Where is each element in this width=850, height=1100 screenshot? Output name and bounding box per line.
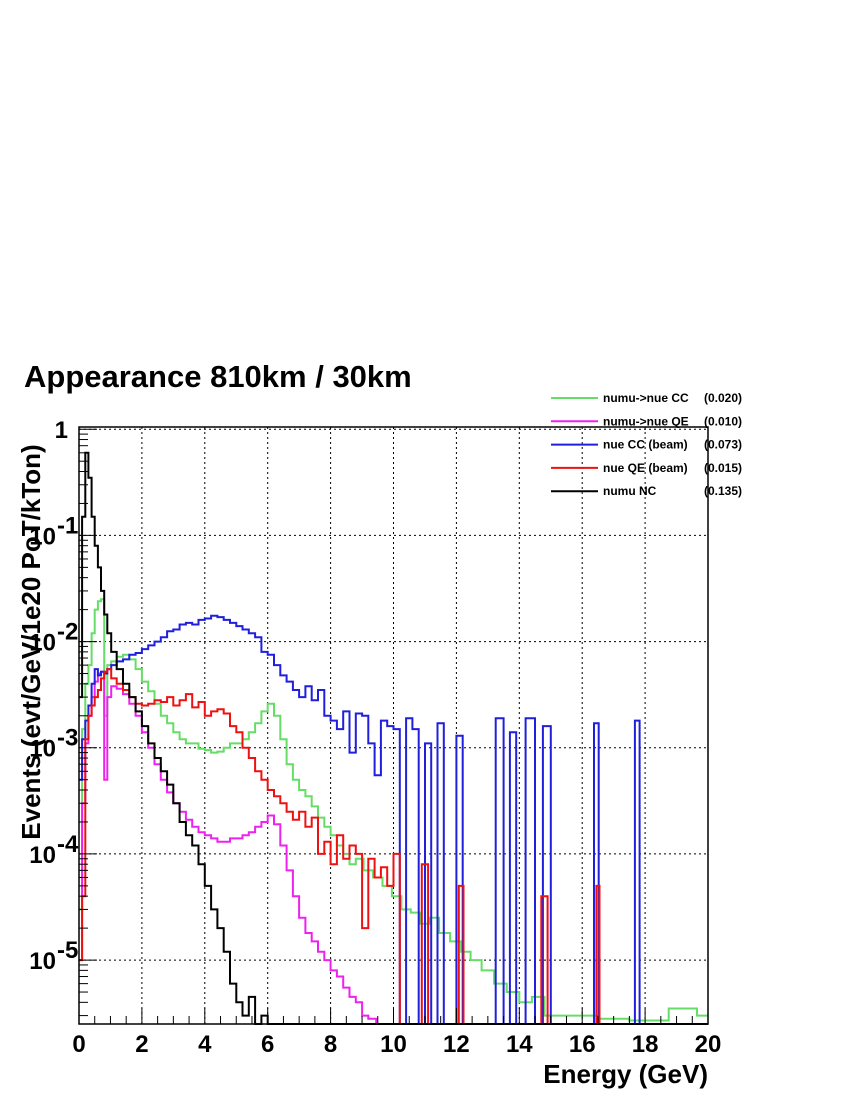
y-tick-base-0: 1 xyxy=(55,417,68,444)
y-tick-exponent-1: -1 xyxy=(57,512,78,539)
x-tick-label-5: 10 xyxy=(380,1031,407,1058)
x-axis-title: Energy (GeV) xyxy=(543,1059,708,1089)
legend-value-0: (0.020) xyxy=(704,391,742,405)
legend-entry-3: nue QE (beam) (0.015) xyxy=(551,461,742,475)
legend-label-0: numu->nue CC xyxy=(603,391,689,405)
y-tick-exponent-3: -3 xyxy=(57,725,78,752)
x-tick-label-7: 14 xyxy=(506,1031,533,1058)
y-tick-exponent-2: -2 xyxy=(57,619,78,646)
legend-value-2: (0.073) xyxy=(704,438,742,452)
y-axis: 110-110-210-310-410-5 xyxy=(29,417,97,1017)
y-tick-label-4: 10 -4 xyxy=(29,831,79,869)
x-tick-label-6: 12 xyxy=(443,1031,470,1058)
legend-value-3: (0.015) xyxy=(704,461,742,475)
y-tick-label-0: 1 xyxy=(55,417,68,444)
legend-entry-0: numu->nue CC (0.020) xyxy=(551,391,742,405)
x-tick-label-8: 16 xyxy=(569,1031,596,1058)
y-tick-label-3: 10 -3 xyxy=(29,725,78,763)
y-tick-base-3: 10 xyxy=(29,736,56,763)
series-line-2 xyxy=(79,614,708,1025)
series-line-4 xyxy=(79,451,708,1025)
series-line-1 xyxy=(79,670,708,1025)
legend-value-4: (0.135) xyxy=(704,484,742,498)
y-tick-exponent-5: -5 xyxy=(57,937,78,964)
y-tick-base-5: 10 xyxy=(29,948,56,975)
y-tick-base-2: 10 xyxy=(29,630,56,657)
x-tick-label-0: 0 xyxy=(72,1031,85,1058)
x-tick-label-2: 4 xyxy=(198,1031,212,1058)
x-tick-label-4: 8 xyxy=(324,1031,337,1058)
x-tick-label-10: 20 xyxy=(695,1031,722,1058)
legend-entry-2: nue CC (beam) (0.073) xyxy=(551,438,742,452)
y-tick-label-5: 10 -5 xyxy=(29,937,78,975)
legend-label-1: numu->nue QE xyxy=(603,414,689,428)
y-tick-label-2: 10 -2 xyxy=(29,619,78,657)
y-tick-exponent-4: -4 xyxy=(57,831,79,858)
y-tick-base-4: 10 xyxy=(29,842,56,869)
x-tick-label-3: 6 xyxy=(261,1031,274,1058)
series-line-3 xyxy=(79,668,708,1025)
legend: numu->nue CC (0.020)numu->nue QE (0.010)nu… xyxy=(551,391,742,498)
legend-value-1: (0.010) xyxy=(704,414,742,428)
legend-label-2: nue CC (beam) xyxy=(603,438,688,452)
y-tick-label-1: 10 -1 xyxy=(29,512,78,550)
legend-entry-1: numu->nue QE (0.010) xyxy=(551,414,742,428)
legend-label-4: numu NC xyxy=(603,484,657,498)
x-tick-label-1: 2 xyxy=(135,1031,148,1058)
y-axis-title: Events (evt/GeV/1e20 PoT/kTon) xyxy=(16,444,46,839)
legend-entry-4: numu NC (0.135) xyxy=(551,484,742,498)
series-layer xyxy=(79,451,708,1025)
x-axis: 0 2 4 6 8 10 12 14 16 18 20 xyxy=(72,1008,721,1058)
y-tick-base-1: 10 xyxy=(29,523,56,550)
x-tick-label-9: 18 xyxy=(632,1031,659,1058)
legend-label-3: nue QE (beam) xyxy=(603,461,688,475)
chart-title: Appearance 810km / 30km xyxy=(24,359,412,394)
